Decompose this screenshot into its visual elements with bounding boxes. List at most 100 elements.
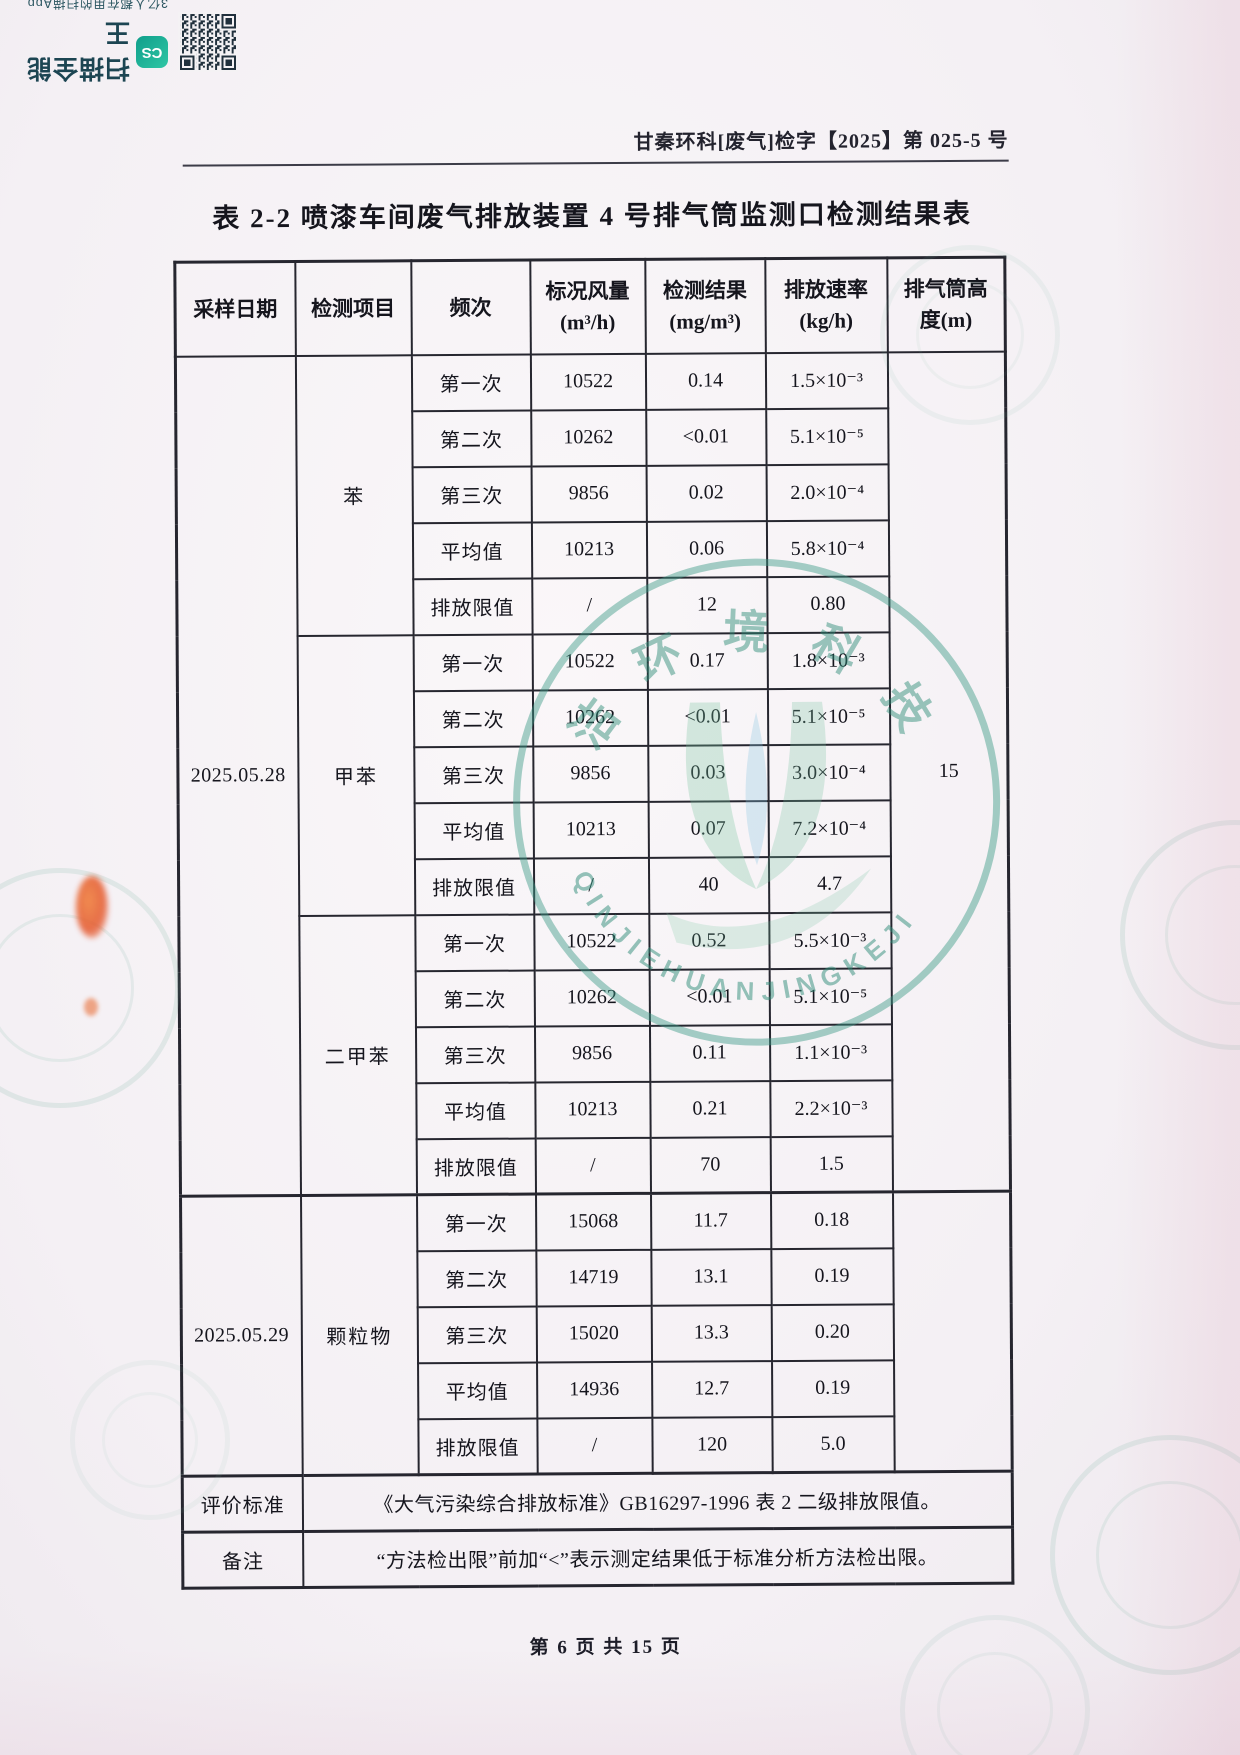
cell-freq: 第一次 [411, 354, 531, 411]
column-header: 采样日期 [174, 261, 296, 357]
table-row: 2025.05.29 颗粒物 第一次 15068 11.7 0.18 [180, 1191, 1013, 1477]
cell-freq: 排放限值 [416, 1138, 536, 1195]
cell-freq: 平均值 [414, 802, 534, 859]
column-header: 排气筒高 度(m) [886, 257, 1006, 352]
note-label: 评价标准 [182, 1475, 303, 1533]
cell-rate: 2.0×10⁻⁴ [766, 463, 889, 521]
cell-result: 0.03 [647, 744, 769, 802]
cell-flow: 9856 [534, 1025, 650, 1083]
cell-flow: / [536, 1417, 653, 1475]
table-row: 甲苯 第一次 10522 0.17 1.8×10⁻³ [177, 631, 1007, 916]
cell-flow: 10213 [533, 801, 649, 859]
cell-rate: 4.7 [768, 855, 891, 913]
cell-flow: 10213 [531, 521, 647, 579]
cell-rate: 0.19 [770, 1247, 894, 1305]
cell-rate: 5.1×10⁻⁵ [765, 407, 889, 465]
parameter-name: 苯 [295, 354, 414, 636]
stack-height: 15 [887, 351, 1011, 1192]
note-content: “方法检出限”前加“<”表示测定结果低于标准分析方法检出限。 [302, 1527, 1013, 1588]
column-header: 检测结果 (mg/m³) [644, 258, 766, 354]
cell-freq: 平均值 [415, 1082, 536, 1139]
cell-rate: 7.2×10⁻⁴ [768, 799, 891, 857]
cell-result: 11.7 [650, 1192, 771, 1250]
cell-flow: 10262 [534, 969, 650, 1027]
cell-result: 12 [646, 576, 768, 634]
cell-flow: 10213 [534, 1081, 651, 1139]
cell-freq: 第一次 [414, 914, 535, 971]
qr-code [178, 12, 238, 72]
parameter-name: 颗粒物 [300, 1194, 419, 1476]
cell-result: 0.52 [648, 912, 770, 970]
table-note-row: 评价标准 《大气污染综合排放标准》GB16297-1996 表 2 二级排放限值。 [182, 1471, 1013, 1533]
column-header: 排放速率 (kg/h) [764, 257, 888, 353]
cell-result: 0.14 [645, 352, 766, 410]
cell-rate: 0.20 [771, 1303, 894, 1361]
results-table: 采样日期 检测项目 频次 标况风量 (m³/h) 检测结果 (mg/m³) 排放速率 (k… [173, 255, 1015, 1590]
cell-freq: 第一次 [413, 634, 533, 691]
cell-result: 120 [651, 1416, 773, 1474]
cell-rate: 5.5×10⁻³ [768, 911, 892, 969]
cell-rate: 5.1×10⁻⁵ [767, 687, 890, 745]
cell-rate: 0.19 [771, 1359, 894, 1417]
cell-freq: 平均值 [412, 522, 532, 579]
cell-freq: 平均值 [417, 1362, 537, 1419]
cell-freq: 第二次 [413, 690, 533, 747]
cell-result: <0.01 [647, 688, 768, 746]
page-number: 第 6 页 共 15 页 [529, 1636, 682, 1659]
cell-flow: 10522 [532, 633, 648, 691]
sample-date: 2025.05.28 [175, 355, 301, 1197]
parameter-name: 甲苯 [297, 634, 415, 916]
cell-flow: / [535, 1137, 651, 1195]
column-header: 检测项目 [294, 260, 412, 356]
sample-date: 2025.05.29 [180, 1195, 303, 1477]
cell-rate: 2.2×10⁻³ [769, 1079, 893, 1137]
cell-result: 0.17 [647, 632, 768, 690]
cell-freq: 第三次 [417, 1306, 537, 1363]
parameter-name: 二甲苯 [298, 914, 417, 1196]
table-note-row: 备注 “方法检出限”前加“<”表示测定结果低于标准分析方法检出限。 [182, 1527, 1013, 1589]
stack-height [892, 1191, 1013, 1472]
cell-flow: 10262 [532, 689, 648, 747]
cell-result: 0.21 [649, 1080, 771, 1138]
cell-freq: 第二次 [416, 1250, 537, 1307]
cell-freq: 第一次 [416, 1194, 536, 1251]
note-content: 《大气污染综合排放标准》GB16297-1996 表 2 二级排放限值。 [302, 1471, 1013, 1532]
cell-rate: 1.8×10⁻³ [767, 631, 890, 689]
cell-flow: 14936 [536, 1361, 652, 1419]
cell-rate: 3.0×10⁻⁴ [767, 743, 891, 801]
cell-freq: 第三次 [412, 466, 532, 523]
cell-result: 0.07 [648, 800, 769, 858]
cell-rate: 0.18 [770, 1191, 893, 1249]
cell-rate: 5.0 [771, 1415, 895, 1473]
cell-rate: 1.1×10⁻³ [769, 1023, 892, 1081]
page-title: 表 2-2 喷漆车间废气排放装置 4 号排气筒监测口检测结果表 [212, 198, 972, 234]
cell-freq: 排放限值 [417, 1418, 538, 1475]
cell-freq: 第二次 [411, 410, 532, 467]
cell-freq: 第二次 [415, 970, 535, 1027]
cell-rate: 5.8×10⁻⁴ [766, 519, 889, 577]
cell-flow: 9856 [531, 465, 647, 523]
table-row: 二甲苯 第一次 10522 0.52 5.5×10⁻³ [179, 911, 1009, 1196]
cell-result: 13.1 [650, 1248, 772, 1306]
cell-rate: 5.1×10⁻⁵ [769, 967, 892, 1025]
column-header: 频次 [410, 260, 531, 355]
cell-result: 0.11 [649, 1024, 770, 1082]
cell-result: <0.01 [645, 408, 767, 466]
cell-result: 0.06 [646, 520, 767, 578]
cell-freq: 第三次 [413, 746, 534, 803]
document-number: 甘秦环科[废气]检字【2025】第 025-5 号 [182, 123, 1009, 167]
cell-result: 12.7 [651, 1360, 772, 1418]
cell-flow: 9856 [532, 745, 649, 803]
cell-freq: 排放限值 [414, 858, 534, 915]
cell-flow: 15068 [535, 1193, 651, 1251]
note-label: 备注 [182, 1531, 303, 1589]
cell-flow: / [531, 577, 648, 635]
cell-flow: 10522 [533, 913, 650, 971]
cell-result: 0.02 [646, 464, 767, 522]
cell-result: 70 [650, 1136, 771, 1194]
cell-flow: 14719 [535, 1249, 652, 1307]
cell-flow: 10262 [530, 409, 647, 467]
table-header-row: 采样日期 检测项目 频次 标况风量 (m³/h) 检测结果 (mg/m³) 排放速率 (k… [174, 257, 1006, 357]
